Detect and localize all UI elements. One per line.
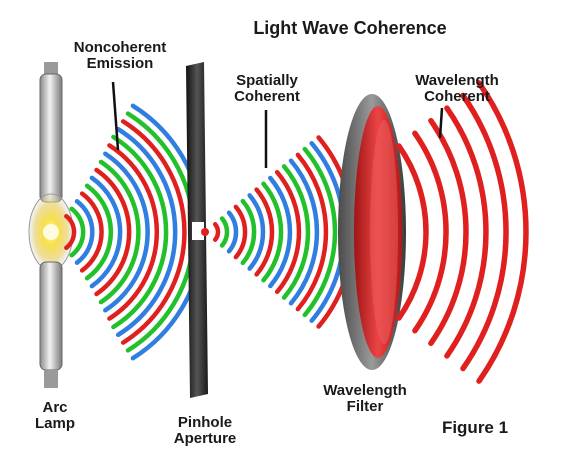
noncoherent-wave-arc xyxy=(107,143,159,321)
wavelength-filter-label-line1: Wavelength xyxy=(323,382,407,399)
spatially-coherent-waves xyxy=(212,135,356,329)
noncoherent-wave-arc xyxy=(103,151,150,313)
lamp-lower-tube xyxy=(39,261,63,371)
noncoherent-wave-arc xyxy=(115,126,178,338)
spatially-coherent-wave-arc xyxy=(240,198,257,266)
pinhole-aperture xyxy=(186,62,209,398)
spatially-coherent-wave-arc xyxy=(212,222,221,242)
spatially-coherent-label: Spatially Coherent xyxy=(212,73,322,105)
noncoherent-wave-arc xyxy=(69,206,86,258)
noncoherent-wave-arc xyxy=(74,199,95,265)
pinhole-opening xyxy=(192,222,204,240)
wavelength-coherent-label-line1: Wavelength xyxy=(415,72,499,89)
noncoherent-emission-label-line2: Emission xyxy=(86,55,154,72)
arc-lamp-label: Arc Lamp xyxy=(20,400,90,432)
noncoherent-emission-label: Noncoherent Emission xyxy=(55,40,185,72)
spatially-coherent-wave-arc xyxy=(233,204,248,260)
lamp-arc-glow xyxy=(43,224,59,240)
noncoherent-emission-label-line1: Noncoherent xyxy=(73,39,167,56)
noncoherent-wave-arc xyxy=(111,134,169,330)
noncoherent-wave-arc xyxy=(89,175,123,289)
spatially-coherent-wave-arc xyxy=(281,164,311,300)
noncoherent-wave-arc xyxy=(84,183,114,281)
wavelength-coherent-wave-arc xyxy=(460,92,509,372)
spatially-coherent-wave-arc xyxy=(302,146,338,318)
spatially-coherent-wave-arc xyxy=(268,175,293,289)
pinhole-aperture-label-line1: Pinhole xyxy=(177,414,233,431)
spatially-coherent-label-line1: Spatially xyxy=(236,72,298,89)
lamp-bottom-cap xyxy=(44,370,58,388)
wavelength-coherent-wave-arc xyxy=(476,80,529,384)
spatially-coherent-wave-arc xyxy=(261,181,284,283)
noncoherent-wave-arc xyxy=(64,213,77,251)
pinhole-light-point xyxy=(201,228,209,236)
noncoherent-wave-arc xyxy=(120,119,187,345)
pinhole-aperture-label: Pinhole Aperture xyxy=(150,415,260,447)
spatially-coherent-wave-arc xyxy=(226,210,239,254)
wavelength-filter-label-line2: Filter xyxy=(346,398,384,415)
lamp-top-cap xyxy=(44,62,58,74)
wavelength-coherent-wave-arc xyxy=(444,105,489,359)
spatially-coherent-wave-arc xyxy=(219,216,230,248)
wavelength-coherent-label-line2: Coherent xyxy=(424,88,490,105)
noncoherent-wave-arc xyxy=(79,191,104,273)
arc-lamp-label-line2: Lamp xyxy=(34,415,75,432)
spatially-coherent-wave-arc xyxy=(274,169,302,295)
arc-lamp-label-line1: Arc xyxy=(42,399,68,416)
wavelength-filter-label: Wavelength Filter xyxy=(300,383,430,415)
leader-noncoherent xyxy=(111,81,120,151)
lamp-upper-tube xyxy=(39,73,63,203)
arc-lamp xyxy=(28,62,74,388)
spatially-coherent-wave-arc xyxy=(247,193,266,271)
noncoherent-wave-arc xyxy=(98,159,141,305)
wavelength-coherent-label: Wavelength Coherent xyxy=(392,73,522,105)
noncoherent-wave-arc xyxy=(94,167,132,297)
spatially-coherent-wave-arc xyxy=(288,158,320,306)
spatially-coherent-wave-arc xyxy=(295,152,329,312)
leader-wavelength-coherent xyxy=(438,107,444,139)
filter-highlight xyxy=(370,120,398,344)
figure-label: Figure 1 xyxy=(441,418,509,437)
wavelength-coherent-waves xyxy=(396,80,529,384)
diagram-title: Light Wave Coherence xyxy=(253,18,447,38)
wavelength-filter xyxy=(338,94,406,370)
pinhole-aperture-label-line2: Aperture xyxy=(173,430,237,447)
spatially-coherent-label-line2: Coherent xyxy=(234,88,300,105)
leader-lines xyxy=(111,81,444,168)
spatially-coherent-wave-arc xyxy=(254,187,275,277)
wavelength-coherent-wave-arc xyxy=(396,143,429,321)
noncoherent-emission-waves xyxy=(64,103,206,361)
wavelength-coherent-wave-arc xyxy=(428,117,469,347)
wavelength-coherent-wave-arc xyxy=(412,130,449,334)
